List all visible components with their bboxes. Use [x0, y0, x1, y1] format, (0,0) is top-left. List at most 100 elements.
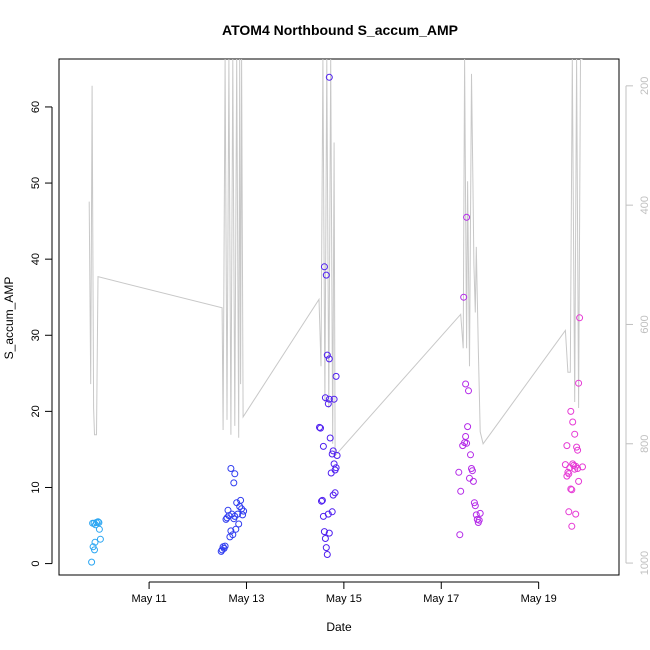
- data-point: [227, 527, 235, 535]
- data-point: [472, 511, 480, 519]
- data-point: [465, 387, 472, 395]
- x-axis-label: Date: [326, 620, 352, 634]
- y-tick-label: 0: [30, 561, 42, 567]
- data-point: [320, 263, 328, 271]
- data-point: [455, 468, 463, 476]
- y-tick-label: 50: [30, 177, 42, 189]
- data-point: [321, 394, 329, 402]
- data-point: [460, 293, 468, 301]
- x-tick-label: May 15: [326, 593, 362, 605]
- data-point: [324, 510, 332, 518]
- data-point: [323, 351, 331, 359]
- data-point: [332, 372, 340, 380]
- data-point: [571, 465, 579, 473]
- data-point: [328, 508, 336, 516]
- data-point: [467, 451, 474, 459]
- data-point: [572, 462, 580, 470]
- x-tick-label: May 17: [423, 593, 459, 605]
- data-point: [322, 271, 330, 279]
- data-point: [331, 489, 339, 497]
- data-point: [575, 477, 583, 485]
- data-point: [464, 423, 472, 431]
- data-point: [325, 529, 333, 537]
- data-point: [237, 496, 245, 504]
- chart-title: ATOM4 Northbound S_accum_AMP: [222, 22, 458, 38]
- data-point: [568, 522, 576, 530]
- data-point: [329, 447, 337, 455]
- data-point: [462, 380, 470, 388]
- data-point: [572, 510, 580, 518]
- data-point: [230, 479, 238, 487]
- data-point: [317, 424, 324, 432]
- y-tick-label: 40: [30, 253, 42, 265]
- data-point: [328, 450, 336, 458]
- data-point: [568, 486, 576, 494]
- data-point: [564, 468, 572, 476]
- data-point: [574, 446, 582, 454]
- data-point: [567, 485, 575, 493]
- data-point: [457, 487, 465, 495]
- data-point: [88, 558, 96, 566]
- scatter-points-group: [88, 73, 586, 566]
- axes-group: 0 10 20 30 40 50 60 May 11 May 13 May 15 May 17 May…: [30, 77, 650, 605]
- data-point: [466, 474, 473, 482]
- data-point: [320, 528, 328, 536]
- data-point: [318, 497, 325, 505]
- right-tick-label: 1000: [639, 551, 650, 575]
- data-point: [475, 516, 483, 524]
- data-point: [573, 443, 581, 451]
- data-point: [319, 442, 327, 450]
- data-point: [571, 430, 579, 438]
- data-point: [469, 477, 477, 485]
- data-point: [325, 355, 333, 363]
- data-point: [95, 519, 103, 526]
- right-tick-label: 400: [639, 196, 650, 214]
- data-point: [468, 467, 476, 475]
- data-point: [575, 379, 583, 387]
- data-point: [235, 520, 243, 528]
- x-tick-label: May 11: [131, 593, 166, 605]
- data-point: [463, 439, 471, 447]
- data-point: [563, 472, 571, 480]
- data-point: [223, 514, 231, 522]
- data-point: [94, 518, 102, 526]
- data-point: [332, 464, 340, 472]
- data-point: [232, 525, 240, 533]
- data-point: [470, 499, 478, 507]
- data-point: [567, 407, 575, 415]
- data-point: [456, 531, 464, 539]
- data-point: [323, 551, 331, 558]
- depth-line: [88, 59, 583, 458]
- data-point: [463, 213, 471, 221]
- plot-frame: [58, 58, 620, 576]
- data-point: [227, 465, 235, 472]
- data-point: [91, 546, 98, 554]
- data-point: [333, 452, 341, 459]
- y-axis-label: S_accum_AMP: [2, 277, 16, 360]
- y-tick-label: 20: [30, 405, 42, 417]
- data-point: [563, 442, 571, 450]
- right-tick-label: 200: [639, 77, 650, 95]
- data-point: [229, 531, 237, 539]
- y-tick-label: 10: [30, 481, 42, 493]
- data-point: [565, 508, 573, 516]
- data-point: [95, 525, 103, 533]
- y-tick-label: 60: [30, 101, 42, 113]
- data-point: [325, 395, 333, 403]
- data-point: [322, 544, 330, 552]
- data-point: [329, 491, 337, 499]
- data-point: [476, 509, 484, 517]
- data-point: [234, 510, 242, 518]
- data-point: [325, 73, 333, 81]
- data-point: [231, 470, 239, 478]
- data-point: [574, 465, 582, 472]
- data-point: [579, 463, 586, 471]
- data-point: [569, 418, 577, 426]
- data-point: [239, 511, 247, 519]
- data-point: [240, 507, 248, 515]
- data-point: [324, 400, 332, 408]
- x-tick-label: May 19: [521, 593, 557, 605]
- data-point: [471, 502, 479, 510]
- data-point: [321, 535, 329, 542]
